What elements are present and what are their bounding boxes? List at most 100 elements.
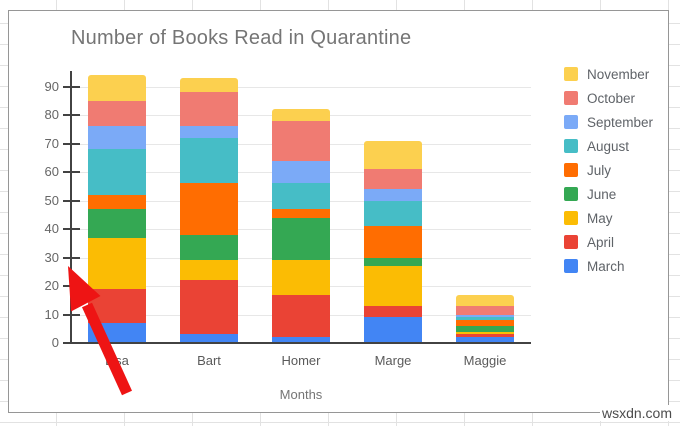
bar-segment-lisa-september[interactable] bbox=[88, 126, 146, 150]
legend-swatch-june bbox=[564, 187, 578, 201]
bar-segment-bart-september[interactable] bbox=[180, 126, 238, 138]
bar-segment-homer-march[interactable] bbox=[272, 337, 330, 343]
bar-segment-bart-october[interactable] bbox=[180, 92, 238, 127]
bar-segment-marge-april[interactable] bbox=[364, 305, 422, 318]
bar-segment-lisa-march[interactable] bbox=[88, 323, 146, 343]
legend-swatch-may bbox=[564, 211, 578, 225]
y-tick-50 bbox=[63, 199, 80, 202]
legend-item-march[interactable]: March bbox=[564, 259, 653, 274]
bar-segment-bart-november[interactable] bbox=[180, 78, 238, 93]
bar-segment-bart-august[interactable] bbox=[180, 137, 238, 184]
bar-segment-marge-october[interactable] bbox=[364, 169, 422, 190]
bar-segment-bart-june[interactable] bbox=[180, 234, 238, 261]
bar-segment-lisa-april[interactable] bbox=[88, 288, 146, 324]
chart-title: Number of Books Read in Quarantine bbox=[71, 27, 412, 49]
bar-segment-homer-september[interactable] bbox=[272, 160, 330, 184]
y-tick-label-20: 20 bbox=[44, 278, 59, 293]
bar-segment-bart-july[interactable] bbox=[180, 183, 238, 235]
bar-segment-maggie-june[interactable] bbox=[456, 325, 514, 332]
y-tick-10 bbox=[63, 313, 80, 316]
bar-segment-marge-june[interactable] bbox=[364, 257, 422, 267]
watermark: wsxdn.com bbox=[599, 405, 674, 421]
legend-item-august[interactable]: August bbox=[564, 138, 653, 154]
y-tick-label-10: 10 bbox=[44, 306, 59, 322]
bar-segment-maggie-september[interactable] bbox=[456, 314, 514, 318]
bar-segment-homer-may[interactable] bbox=[272, 260, 330, 295]
bar-segment-homer-april[interactable] bbox=[272, 294, 330, 338]
y-tick-label-80: 80 bbox=[44, 107, 59, 122]
legend-swatch-october bbox=[564, 91, 578, 105]
bar-maggie[interactable] bbox=[456, 294, 514, 343]
category-label-maggie: Maggie bbox=[463, 353, 507, 368]
legend-item-june[interactable]: June bbox=[564, 186, 653, 202]
legend-item-may[interactable]: May bbox=[564, 211, 653, 226]
bar-segment-maggie-august[interactable] bbox=[456, 317, 514, 321]
legend-item-september[interactable]: September bbox=[564, 115, 653, 130]
legend-swatch-september bbox=[564, 115, 578, 129]
y-tick-label-70: 70 bbox=[44, 135, 59, 151]
x-axis-line bbox=[71, 342, 531, 344]
bar-segment-lisa-june[interactable] bbox=[88, 209, 146, 238]
legend-swatch-july bbox=[564, 163, 578, 177]
legend-label-july: July bbox=[587, 162, 612, 178]
legend-swatch-august bbox=[564, 139, 578, 153]
legend-label-august: August bbox=[587, 138, 630, 154]
y-tick-label-50: 50 bbox=[44, 192, 59, 208]
bar-segment-lisa-october[interactable] bbox=[88, 100, 146, 127]
bar-segment-maggie-march[interactable] bbox=[456, 337, 514, 343]
category-label-bart: Bart bbox=[197, 353, 221, 368]
bar-segment-marge-september[interactable] bbox=[364, 189, 422, 201]
bar-segment-maggie-november[interactable] bbox=[456, 294, 514, 307]
y-tick-70 bbox=[63, 142, 80, 145]
bar-marge[interactable] bbox=[364, 140, 422, 343]
bar-segment-lisa-may[interactable] bbox=[88, 237, 146, 289]
bar-segment-marge-july[interactable] bbox=[364, 226, 422, 258]
bar-segment-bart-march[interactable] bbox=[180, 334, 238, 343]
bar-segment-lisa-july[interactable] bbox=[88, 194, 146, 210]
y-tick-80 bbox=[63, 114, 80, 116]
legend-label-june: June bbox=[587, 186, 617, 202]
bar-segment-bart-may[interactable] bbox=[180, 260, 238, 281]
legend-swatch-april bbox=[564, 235, 578, 249]
plot-area bbox=[71, 63, 531, 343]
bar-segment-marge-august[interactable] bbox=[364, 200, 422, 227]
bar-segment-homer-august[interactable] bbox=[272, 183, 330, 210]
bar-bart[interactable] bbox=[180, 78, 238, 343]
bar-segment-marge-may[interactable] bbox=[364, 266, 422, 306]
bar-segment-marge-november[interactable] bbox=[364, 140, 422, 170]
category-label-homer: Homer bbox=[281, 353, 321, 368]
bar-segment-bart-april[interactable] bbox=[180, 280, 238, 335]
bar-homer[interactable] bbox=[272, 109, 330, 343]
y-tick-label-40: 40 bbox=[44, 221, 59, 236]
chart-card[interactable]: Number of Books Read in Quarantine 0 10 20… bbox=[8, 10, 669, 413]
bar-segment-maggie-july[interactable] bbox=[456, 320, 514, 326]
bar-segment-maggie-may[interactable] bbox=[456, 331, 514, 335]
legend-label-november: November bbox=[587, 66, 650, 82]
legend-item-april[interactable]: April bbox=[564, 235, 653, 250]
bar-segment-homer-july[interactable] bbox=[272, 209, 330, 218]
legend-item-november[interactable]: November bbox=[564, 66, 653, 82]
bar-segment-homer-october[interactable] bbox=[272, 120, 330, 161]
legend-item-october[interactable]: October bbox=[564, 90, 653, 106]
bar-lisa[interactable] bbox=[88, 75, 146, 343]
y-tick-label-0: 0 bbox=[51, 335, 59, 350]
y-axis-line bbox=[70, 71, 72, 344]
bar-segment-homer-november[interactable] bbox=[272, 109, 330, 121]
bar-segment-maggie-october[interactable] bbox=[456, 306, 514, 315]
y-tick-0 bbox=[63, 342, 80, 344]
bar-segment-maggie-april[interactable] bbox=[456, 334, 514, 338]
bar-segment-lisa-august[interactable] bbox=[88, 149, 146, 195]
legend-swatch-march bbox=[564, 259, 578, 273]
bar-segment-homer-june[interactable] bbox=[272, 217, 330, 261]
bar-segment-lisa-november[interactable] bbox=[88, 75, 146, 101]
legend-label-october: October bbox=[587, 90, 636, 106]
bar-segment-marge-march[interactable] bbox=[364, 317, 422, 343]
y-tick-60 bbox=[63, 171, 80, 173]
legend-swatch-november bbox=[564, 67, 578, 81]
category-label-lisa: Lisa bbox=[105, 353, 129, 368]
legend: November October September August July June Ma… bbox=[564, 67, 653, 283]
legend-item-july[interactable]: July bbox=[564, 162, 653, 178]
y-tick-30 bbox=[63, 256, 80, 259]
y-tick-label-60: 60 bbox=[44, 164, 59, 179]
y-tick-90 bbox=[63, 85, 80, 88]
